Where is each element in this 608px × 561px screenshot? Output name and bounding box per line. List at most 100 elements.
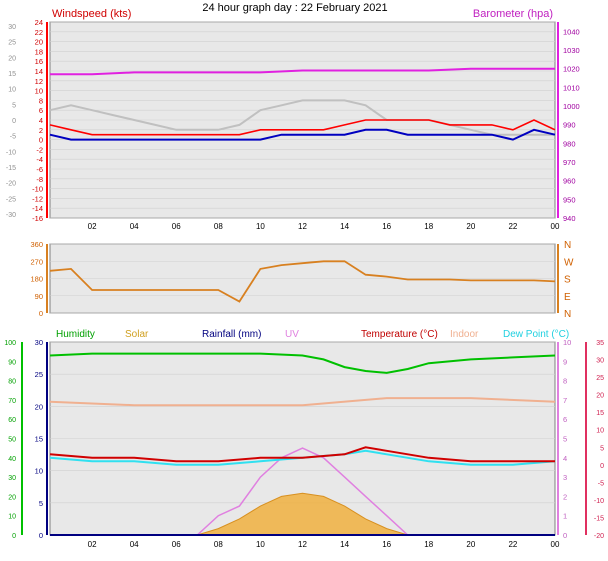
y-outer-tick-label: -25 <box>6 196 16 203</box>
uv-tick-label: 2 <box>563 492 567 501</box>
y-tick-label: -10 <box>32 185 43 194</box>
gust-line <box>49 119 556 136</box>
x-tick-label: 08 <box>214 540 223 549</box>
x-tick-label: 04 <box>130 540 139 549</box>
y-right-tick-label: 960 <box>563 177 576 186</box>
y-right-tick-label: 1030 <box>563 46 580 55</box>
uv-line <box>50 447 555 536</box>
y-axis-label: Windspeed (kts) <box>52 8 131 20</box>
temp-tick-label: -10 <box>594 498 604 505</box>
y-tick-label: -2 <box>36 145 43 154</box>
y-outer-tick-label: 0 <box>12 118 16 125</box>
uv-tick-label: 9 <box>563 357 567 366</box>
y-outer-tick-label: 30 <box>8 24 16 31</box>
y-tick-label: 8 <box>39 96 43 105</box>
y-right-tick-label: 1040 <box>563 27 580 36</box>
legend-label: UV <box>285 329 299 340</box>
y-tick-label: 2 <box>39 126 43 135</box>
x-tick-label: 18 <box>424 222 433 231</box>
y-tick-label: 0 <box>39 136 43 145</box>
rain-tick-label: 0 <box>39 531 43 540</box>
y-outer-tick-label: 5 <box>12 102 16 109</box>
y-tick-label: -6 <box>36 165 43 174</box>
temp-tick-label: 25 <box>596 375 604 382</box>
rain-tick-label: 25 <box>35 370 43 379</box>
x-tick-label: 16 <box>382 540 391 549</box>
humidity-tick-label: 40 <box>8 456 16 463</box>
x-tick-label: 10 <box>256 540 265 549</box>
temp-tick-label: 5 <box>600 445 604 452</box>
y-tick-label: 6 <box>39 106 43 115</box>
y-right-tick-label: 970 <box>563 158 576 167</box>
y-tick-label: 16 <box>35 57 43 66</box>
y-right-tick-label: 950 <box>563 195 576 204</box>
uv-tick-label: 0 <box>563 531 567 540</box>
x-tick-label: 00 <box>551 540 560 549</box>
indoor-line <box>49 397 556 407</box>
rain-tick-label: 30 <box>35 338 43 347</box>
x-tick-label: 06 <box>172 222 181 231</box>
humidity-tick-label: 60 <box>8 417 16 424</box>
humidity-line <box>49 352 556 374</box>
y-tick-label: 20 <box>35 38 43 47</box>
temperature-humidity-panel: 1009080706050403020100302520151050109876… <box>4 329 604 549</box>
temp-tick-label: 20 <box>596 393 604 400</box>
x-tick-label: 20 <box>466 540 475 549</box>
compass-label: W <box>564 257 574 268</box>
uv-tick-label: 1 <box>563 512 567 521</box>
y-outer-tick-label: 10 <box>8 87 16 94</box>
y-tick-label: 360 <box>30 240 43 249</box>
y-right-tick-label: 1010 <box>563 83 580 92</box>
temp-tick-label: 10 <box>596 428 604 435</box>
temp-tick-label: -20 <box>594 533 604 540</box>
x-tick-label: 12 <box>298 540 307 549</box>
y-right-axis-label: Barometer (hpa) <box>473 8 553 20</box>
x-tick-label: 22 <box>508 222 517 231</box>
y-tick-label: -8 <box>36 175 43 184</box>
uv-tick-label: 4 <box>563 454 567 463</box>
uv-tick-label: 5 <box>563 435 567 444</box>
temp-tick-label: -5 <box>598 480 604 487</box>
legend-label: Dew Point (°C) <box>503 329 569 340</box>
humidity-tick-label: 20 <box>8 494 16 501</box>
y-outer-tick-label: -5 <box>10 134 16 141</box>
rain-tick-label: 20 <box>35 402 43 411</box>
y-right-tick-label: 1020 <box>563 65 580 74</box>
solar-area <box>50 492 555 536</box>
legend-label: Solar <box>125 329 149 340</box>
x-tick-label: 14 <box>340 222 349 231</box>
uv-tick-label: 7 <box>563 396 567 405</box>
y-tick-label: 22 <box>35 28 43 37</box>
x-tick-label: 08 <box>214 222 223 231</box>
x-tick-label: 20 <box>466 222 475 231</box>
uv-tick-label: 6 <box>563 415 567 424</box>
x-tick-label: 06 <box>172 540 181 549</box>
series-line <box>49 99 555 136</box>
y-tick-label: 4 <box>39 116 43 125</box>
x-tick-label: 12 <box>298 222 307 231</box>
y-tick-label: 10 <box>35 87 43 96</box>
x-tick-label: 14 <box>340 540 349 549</box>
legend-label: Rainfall (mm) <box>202 329 261 340</box>
uv-tick-label: 10 <box>563 338 571 347</box>
uv-tick-label: 3 <box>563 473 567 482</box>
y-tick-label: 180 <box>30 275 43 284</box>
temp-tick-label: 15 <box>596 410 604 417</box>
y-outer-tick-label: -15 <box>6 165 16 172</box>
temp-tick-label: -15 <box>594 515 604 522</box>
compass-label: N <box>564 240 571 251</box>
y-outer-tick-label: -10 <box>6 149 16 156</box>
y-right-tick-label: 1000 <box>563 102 580 111</box>
x-tick-label: 04 <box>130 222 139 231</box>
y-tick-label: 18 <box>35 47 43 56</box>
rain-tick-label: 15 <box>35 435 43 444</box>
y-tick-label: 24 <box>35 18 43 27</box>
uv-tick-label: 8 <box>563 377 567 386</box>
humidity-tick-label: 80 <box>8 379 16 386</box>
y-tick-label: 270 <box>30 257 43 266</box>
legend-label: Temperature (°C) <box>361 329 438 340</box>
humidity-tick-label: 30 <box>8 475 16 482</box>
compass-label: S <box>564 275 571 286</box>
